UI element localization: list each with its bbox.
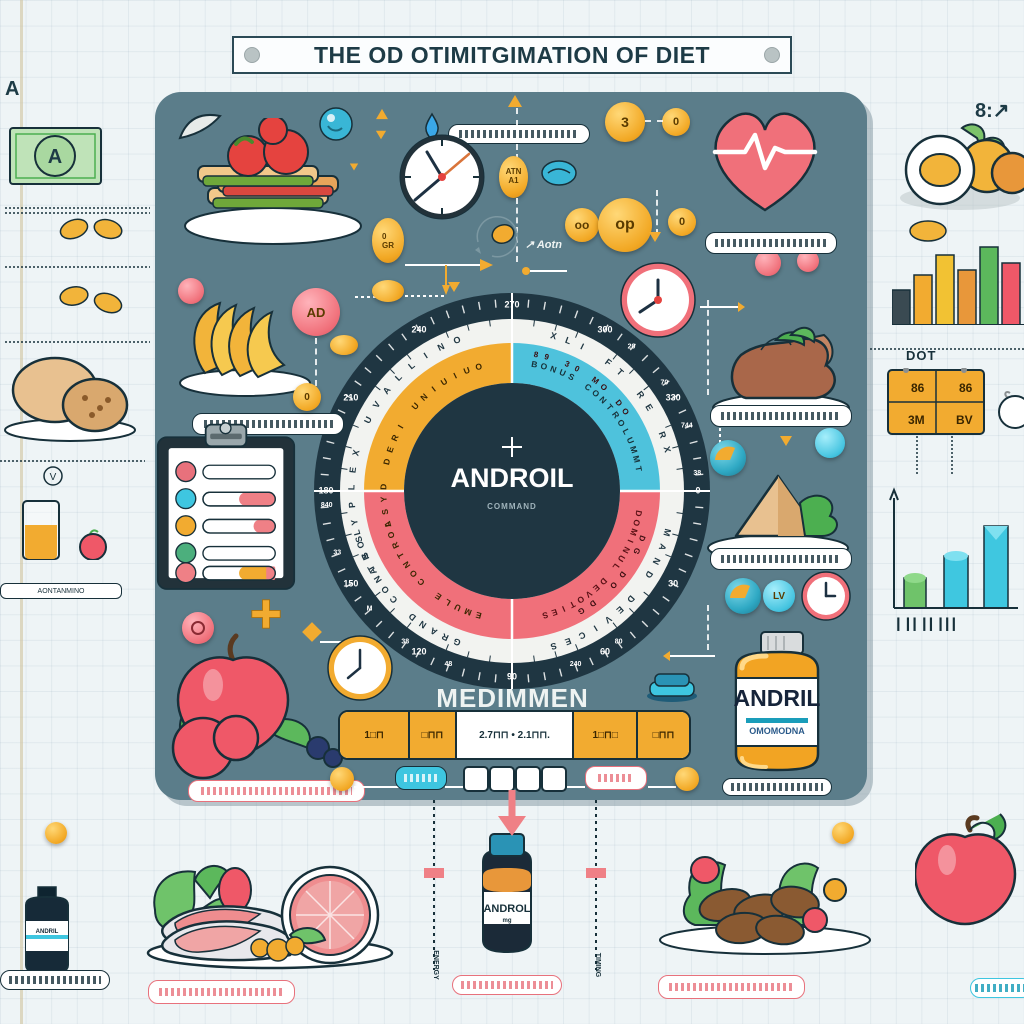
svg-text:840: 840 (321, 502, 333, 509)
svg-text:L: L (346, 484, 356, 490)
svg-text:COMMAND: COMMAND (487, 502, 537, 511)
svg-text:150: 150 (343, 578, 358, 588)
svg-text:ANDRIL: ANDRIL (734, 685, 821, 711)
svg-text:mg: mg (503, 918, 512, 924)
svg-text:330: 330 (666, 392, 681, 402)
svg-text:30: 30 (668, 578, 678, 588)
svg-text:120: 120 (411, 646, 426, 656)
svg-text:210: 210 (343, 392, 358, 402)
svg-text:V: V (50, 472, 57, 483)
svg-text:TIMING: TIMING (594, 953, 601, 978)
svg-text:E: E (347, 466, 358, 473)
svg-text:86: 86 (911, 381, 925, 395)
svg-text:D: D (378, 484, 388, 490)
svg-text:86: 86 (959, 381, 973, 395)
svg-text:A: A (48, 146, 62, 168)
svg-text:M: M (367, 606, 373, 613)
svg-text:3M: 3M (908, 413, 925, 427)
svg-text:48: 48 (444, 661, 452, 668)
svg-text:33: 33 (333, 550, 341, 557)
svg-text:70: 70 (660, 379, 668, 386)
svg-text:BV: BV (956, 413, 973, 427)
svg-text:38: 38 (401, 638, 409, 645)
svg-text:Y: Y (378, 496, 388, 503)
svg-text:240: 240 (411, 324, 426, 334)
svg-text:744: 744 (681, 422, 693, 429)
svg-text:240: 240 (570, 661, 582, 668)
svg-text:60: 60 (600, 646, 610, 656)
svg-text:80: 80 (615, 638, 623, 645)
svg-text:ANDRIL: ANDRIL (36, 929, 59, 935)
svg-text:20: 20 (628, 344, 636, 351)
svg-text:OMOMODNA: OMOMODNA (749, 726, 805, 736)
svg-text:300: 300 (597, 324, 612, 334)
svg-text:P: P (347, 502, 357, 509)
svg-text:ANDROIL: ANDROIL (451, 463, 574, 493)
svg-text:ENERGY: ENERGY (432, 950, 439, 980)
svg-text:ANDROL: ANDROL (483, 903, 530, 915)
